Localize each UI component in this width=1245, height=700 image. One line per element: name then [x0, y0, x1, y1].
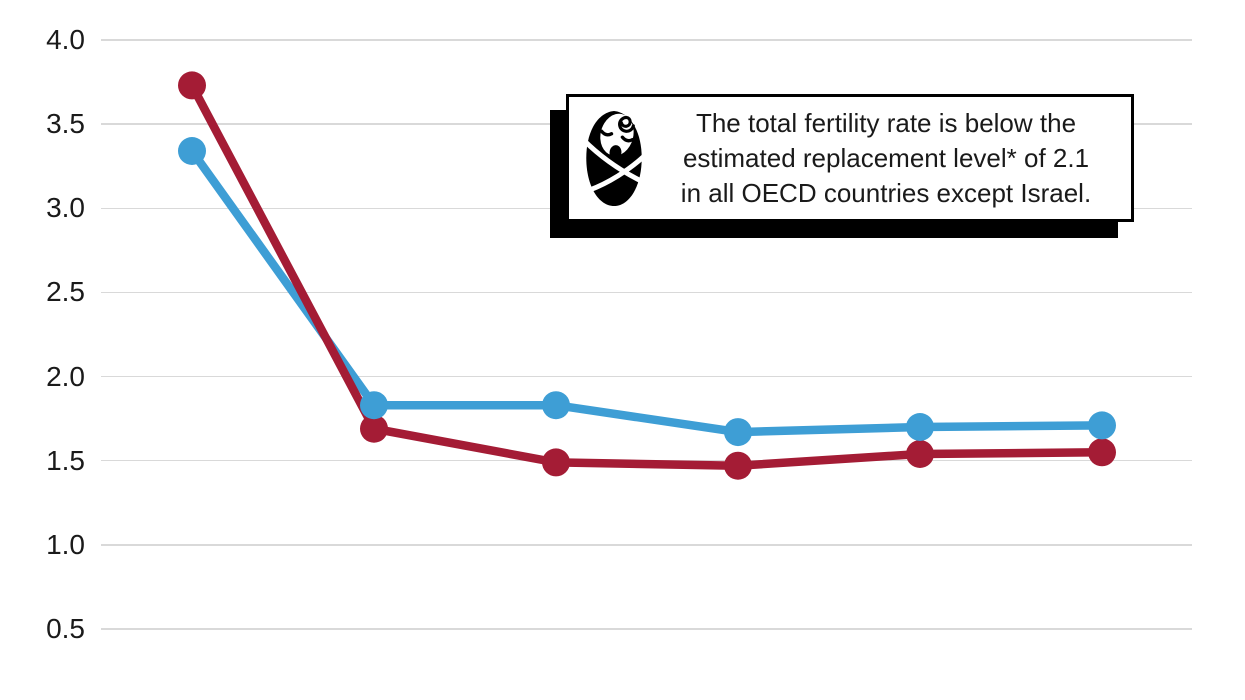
y-tick-label: 1.0 — [46, 528, 85, 560]
gridline — [101, 544, 1192, 546]
y-tick-label: 2.0 — [46, 360, 85, 392]
red-series-line — [188, 83, 1103, 470]
swaddle-wrap-line-2 — [588, 153, 645, 192]
y-tick-label: 0.5 — [46, 613, 85, 644]
blue-series-point-6 — [1088, 411, 1116, 440]
y-tick-label: 3.5 — [46, 108, 85, 140]
blue-series-point-1 — [178, 137, 206, 165]
red-series-point-2 — [360, 414, 388, 443]
y-tick-label: 3.0 — [46, 192, 85, 224]
annotation-text: The total fertility rate is below the es… — [645, 106, 1131, 211]
gridline — [101, 375, 1192, 378]
y-tick-label: 4.0 — [46, 23, 85, 55]
blue-series-point-2 — [360, 391, 388, 420]
blue-series-point-3 — [542, 391, 570, 420]
swaddled-baby-icon — [583, 110, 645, 206]
red-series-point-5 — [906, 440, 934, 468]
red-series-point-3 — [542, 448, 570, 477]
baby-mouth — [609, 144, 622, 160]
baby-face — [600, 113, 634, 156]
red-series-point-1 — [178, 71, 206, 100]
annotation-box: The total fertility rate is below the es… — [566, 94, 1134, 222]
gridline — [101, 291, 1192, 294]
annotation-line-3: in all OECD countries except Israel. — [680, 177, 1092, 208]
baby-left-eye — [599, 129, 614, 136]
red-series-point-4 — [724, 451, 752, 480]
baby-right-eye — [620, 135, 634, 142]
blue-series-point-4 — [724, 418, 752, 447]
y-tick-label: 2.5 — [46, 276, 85, 308]
annotation-line-1: The total fertility rate is below the — [695, 107, 1077, 138]
blue-series-point-5 — [906, 413, 934, 441]
y-tick-label: 1.5 — [46, 444, 85, 476]
baby-hair-curl-icon — [618, 115, 635, 133]
gridline — [101, 628, 1192, 630]
swaddle-wrap-line-1 — [583, 137, 645, 185]
red-series-point-6 — [1088, 438, 1116, 467]
gridline — [101, 39, 1192, 41]
annotation-line-2: estimated replacement level* of 2.1 — [682, 142, 1090, 173]
